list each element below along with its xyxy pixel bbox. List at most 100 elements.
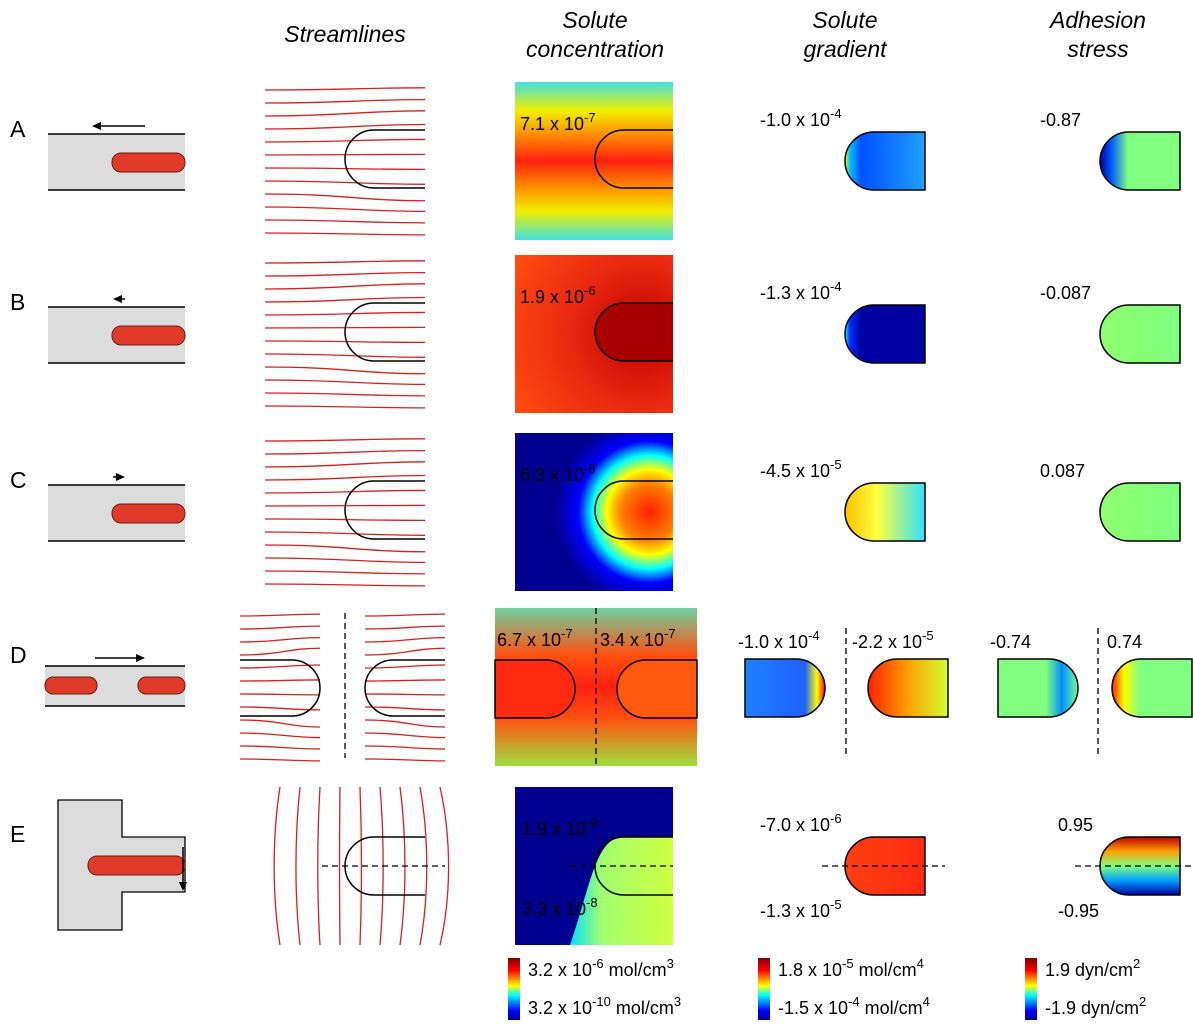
streamline: [264, 110, 426, 117]
obstacle-outline: [364, 659, 445, 717]
streamline: [364, 613, 446, 617]
obstacle-outline: [240, 659, 321, 717]
cell-bundle: [1099, 304, 1181, 364]
text-part: -6: [592, 956, 604, 971]
text-part: 3: [674, 994, 681, 1009]
text-part: 0.95: [1058, 815, 1093, 835]
text-part: 3.4 x 10: [600, 630, 664, 650]
legend-label: 1.8 x 10-5 mol/cm4: [778, 956, 924, 980]
streamline: [379, 786, 384, 946]
colorbar: [1025, 958, 1037, 1020]
text-part: -1.3 x 10: [760, 283, 830, 303]
cell-bundle: [997, 658, 1079, 718]
text-part: -5: [830, 897, 842, 912]
streamline: [264, 531, 426, 536]
text-part: -2.2 x 10: [852, 632, 922, 652]
cell-bundle: [1099, 482, 1181, 542]
cell-bundle: [844, 482, 926, 542]
streamline: [264, 570, 426, 575]
obstacle-outline: [344, 480, 425, 540]
row-label: C: [10, 467, 27, 493]
text-part: mol/cm: [859, 960, 917, 980]
colorbar: [508, 958, 520, 1020]
streamline: [364, 679, 446, 682]
cell-bundle: [844, 131, 926, 191]
text-part: -4: [830, 106, 842, 121]
text-part: -1.0 x 10: [760, 110, 830, 130]
streamline: [264, 123, 426, 130]
streamline: [264, 438, 426, 442]
row-label: D: [10, 642, 27, 668]
header-line: Solute: [562, 7, 627, 33]
text-part: -10: [592, 994, 611, 1009]
text-part: 6.7 x 10: [497, 630, 561, 650]
text-part: -6: [830, 811, 842, 826]
streamline: [264, 379, 426, 386]
text-part: -0.87: [1040, 110, 1081, 130]
legend-label: -1.9 dyn/cm2: [1045, 994, 1146, 1018]
streamline: [239, 679, 321, 682]
text-part: -1.0 x 10: [738, 632, 808, 652]
legend-label: 3.2 x 10-10 mol/cm3: [528, 994, 681, 1018]
text-part: -8: [584, 461, 596, 476]
streamline: [364, 636, 446, 643]
colorbar: [758, 958, 770, 1020]
annotation: -4.5 x 10-5: [760, 457, 842, 481]
column-header: Solute gradient: [803, 7, 888, 62]
streamline: [239, 636, 321, 643]
annotation: 0.74: [1107, 632, 1142, 652]
cell-bundle: [87, 855, 186, 876]
text-part: -4: [830, 279, 842, 294]
text-part: 4: [923, 994, 930, 1009]
annotation: -1.3 x 10-4: [760, 279, 842, 303]
obstacle-outline: [594, 302, 673, 362]
concentration-map: [570, 837, 673, 945]
streamline: [264, 283, 426, 290]
streamline: [239, 732, 321, 739]
text-part: 1.9 x 10: [522, 819, 586, 839]
streamline: [264, 474, 426, 481]
obstacle-outline: [344, 129, 425, 189]
annotation: -7.0 x 10-6: [760, 811, 842, 835]
text-part: -5: [830, 457, 842, 472]
annotation: -1.0 x 10-4: [760, 106, 842, 130]
legend-label: 1.9 dyn/cm2: [1045, 956, 1140, 980]
streamline: [273, 786, 281, 946]
annotation: 0.087: [1040, 461, 1085, 481]
annotation: -0.95: [1058, 901, 1099, 921]
text-part: mol/cm: [865, 998, 923, 1018]
cell-bundle: [111, 503, 186, 524]
streamline: [264, 296, 426, 303]
streamline: [264, 340, 426, 343]
streamline: [264, 366, 426, 375]
text-part: mol/cm: [616, 998, 674, 1018]
cell-bundle: [111, 325, 186, 346]
streamline: [264, 219, 426, 224]
annotation: 3.3 x 10-8: [522, 895, 598, 919]
annotation: 6.7 x 10-7: [497, 626, 573, 650]
obstacle-outline: [344, 302, 425, 362]
text-part: mol/cm: [609, 960, 667, 980]
arrow-head: [113, 295, 122, 303]
cell-bundle: [111, 152, 186, 173]
streamline: [239, 758, 321, 762]
streamline: [264, 153, 426, 156]
obstacle-outline: [594, 129, 673, 189]
text-part: 4: [917, 956, 924, 971]
streamline: [439, 786, 450, 946]
cell-bundle: [1099, 131, 1181, 191]
text-part: 0.74: [1107, 632, 1142, 652]
annotation: 1.9 x 10-9: [522, 815, 598, 839]
streamline: [239, 745, 321, 750]
concentration-map: [515, 82, 673, 240]
streamline: [264, 98, 426, 104]
text-part: -1.9 dyn/cm: [1045, 998, 1139, 1018]
cell-bundle: [44, 676, 98, 695]
cell-bundle: [844, 304, 926, 364]
streamline: [364, 758, 446, 762]
text-part: 3.3 x 10: [522, 899, 586, 919]
column-header: Solute concentration: [526, 7, 664, 62]
text-part: 1.8 x 10: [778, 960, 842, 980]
annotation: 3.4 x 10-7: [600, 626, 676, 650]
